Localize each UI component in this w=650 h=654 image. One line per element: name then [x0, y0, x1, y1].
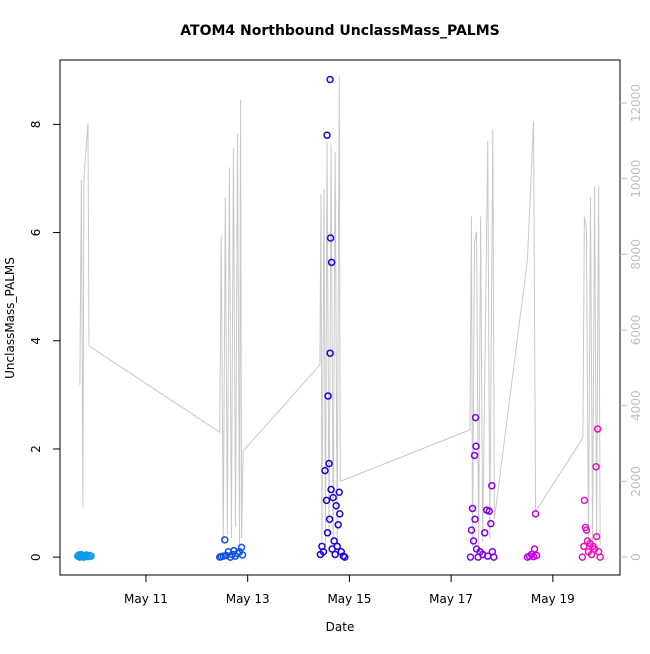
data-point: [530, 545, 539, 553]
y2-tick-label: 2000: [629, 466, 643, 497]
y2-tick-label: 6000: [629, 315, 643, 346]
data-point: [221, 536, 229, 544]
data-point: [334, 520, 342, 529]
y2-tick-label: 12000: [629, 84, 643, 122]
data-point: [485, 507, 494, 515]
y-axis-label: UnclassMass_PALMS: [3, 257, 17, 379]
x-tick-label: May 17: [429, 592, 473, 606]
altitude-line: [79, 76, 601, 550]
data-point: [219, 552, 228, 560]
data-point: [471, 515, 479, 524]
data-point: [335, 510, 344, 518]
data-point: [321, 466, 329, 475]
data-point: [592, 532, 601, 541]
data-point: [319, 547, 328, 556]
data-point: [580, 496, 589, 505]
data-point: [531, 510, 540, 518]
data-point: [582, 526, 591, 534]
data-point: [532, 551, 541, 560]
data-point: [578, 553, 587, 561]
data-point: [327, 258, 336, 267]
data-point: [587, 550, 596, 559]
data-point: [592, 463, 600, 471]
chart-title: ATOM4 Northbound UnclassMass_PALMS: [180, 23, 499, 39]
data-point: [471, 413, 480, 422]
data-point: [468, 504, 477, 513]
y-tick-label: 2: [29, 445, 43, 453]
plot-frame: [59, 59, 621, 576]
data-point: [82, 551, 91, 559]
data-point: [488, 481, 496, 490]
x-tick-label: May 13: [226, 592, 270, 606]
data-point: [469, 537, 478, 545]
x-tick-label: May 19: [531, 592, 575, 606]
data-point: [480, 529, 489, 537]
data-point: [322, 496, 331, 505]
data-point: [331, 550, 339, 559]
data-point: [467, 526, 476, 534]
data-point: [472, 442, 480, 450]
data-point: [326, 234, 335, 242]
y-tick-label: 0: [29, 553, 43, 561]
data-point: [332, 502, 340, 510]
y2-tick-label: 8000: [629, 239, 643, 270]
data-point: [327, 485, 335, 494]
data-point: [596, 553, 604, 561]
data-point: [324, 392, 332, 400]
data-point: [470, 451, 479, 460]
x-axis-label: Date: [326, 620, 355, 634]
data-point: [325, 459, 333, 468]
data-point: [323, 131, 331, 139]
x-tick-label: May 11: [124, 592, 168, 606]
data-point: [237, 543, 246, 552]
data-point: [238, 551, 247, 559]
data-point: [490, 553, 498, 561]
data-point: [466, 553, 475, 561]
data-point: [325, 515, 334, 524]
data-point: [341, 553, 349, 561]
y2-tick-label: 4000: [629, 390, 643, 421]
x-tick-label: May 15: [327, 592, 371, 606]
y2-tick-label: 0: [629, 553, 643, 561]
data-point: [323, 529, 332, 537]
data-point: [333, 542, 341, 551]
y-tick-label: 4: [29, 337, 43, 345]
y-tick-label: 8: [29, 121, 43, 129]
data-point: [326, 349, 334, 357]
data-point: [329, 493, 337, 502]
data-point: [593, 425, 602, 433]
data-point: [335, 488, 343, 496]
data-point: [580, 542, 588, 551]
data-point: [87, 552, 95, 560]
data-point: [326, 75, 334, 84]
y-tick-label: 6: [29, 229, 43, 237]
y2-tick-label: 10000: [629, 160, 643, 198]
data-point: [330, 537, 338, 545]
data-point: [487, 519, 495, 528]
